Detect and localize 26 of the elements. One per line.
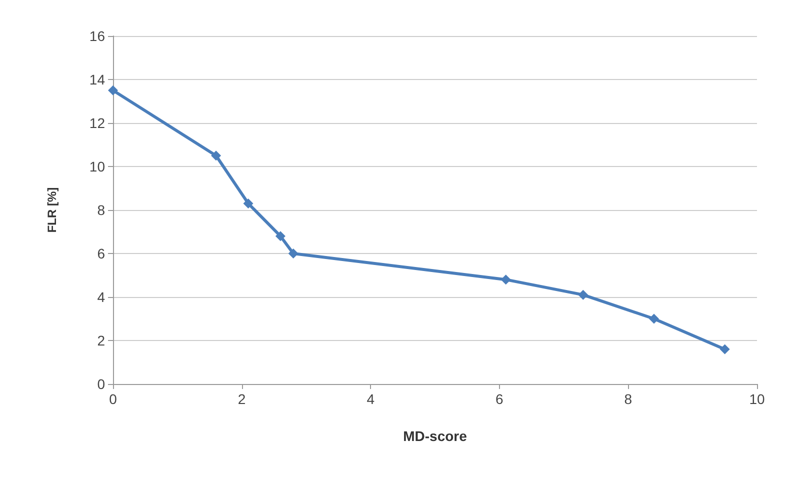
x-tick-label: 6: [496, 391, 504, 407]
x-tick-label: 0: [109, 391, 118, 407]
point: [288, 248, 298, 258]
y-tick-label: 8: [97, 202, 106, 218]
y-tick-label: 6: [97, 246, 106, 262]
x-tick-label: 4: [366, 391, 375, 407]
y-tick-label: 14: [89, 72, 106, 88]
x-tick-label: 8: [624, 391, 632, 407]
y-axis-title: FLR [%]: [45, 187, 59, 233]
point: [578, 290, 588, 300]
x-axis-title: MD-score: [403, 428, 468, 444]
y-tick-label: 12: [89, 115, 106, 131]
point: [500, 274, 511, 285]
y-tick-label: 16: [89, 28, 106, 44]
y-tick-label: 0: [97, 376, 106, 392]
point: [243, 198, 254, 208]
y-tick-label: 2: [97, 332, 106, 348]
point: [275, 231, 286, 242]
point: [648, 314, 659, 324]
point: [211, 150, 222, 161]
x-tick-label: 10: [749, 391, 765, 407]
point: [108, 85, 118, 96]
point: [720, 344, 730, 354]
y-tick-label: 4: [97, 289, 106, 305]
y-tick-label: 10: [89, 158, 106, 174]
x-tick-label: 2: [238, 391, 246, 407]
